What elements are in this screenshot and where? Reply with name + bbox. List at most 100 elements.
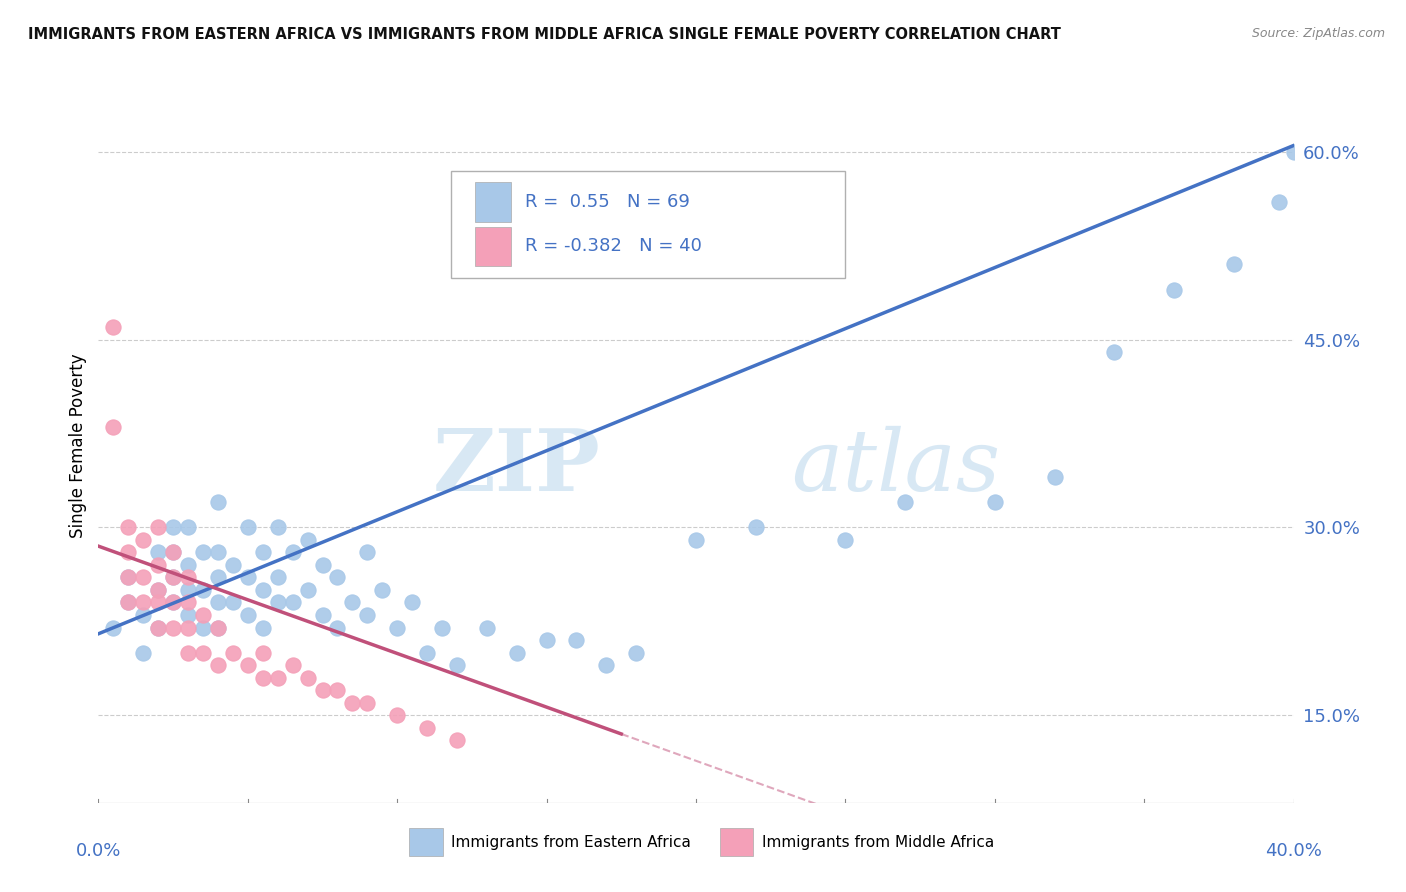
Text: Source: ZipAtlas.com: Source: ZipAtlas.com (1251, 27, 1385, 40)
Point (311, 607, 333, 622)
Point (252, 646, 274, 660)
Point (162, 520, 184, 534)
Point (177, 621, 200, 635)
Point (297, 671, 319, 685)
Point (148, 582, 170, 597)
Point (311, 683, 333, 698)
Point (595, 658, 617, 673)
FancyBboxPatch shape (720, 828, 754, 856)
Point (326, 621, 349, 635)
Point (267, 671, 290, 685)
Text: Immigrants from Middle Africa: Immigrants from Middle Africa (762, 835, 994, 849)
Point (311, 558, 333, 572)
Point (281, 658, 304, 673)
Point (191, 582, 214, 597)
Point (207, 621, 229, 635)
Point (267, 520, 290, 534)
Point (236, 520, 259, 534)
Point (148, 595, 170, 609)
Point (103, 320, 125, 334)
Point (222, 595, 245, 609)
Point (162, 545, 184, 559)
Point (371, 582, 394, 597)
Point (1163, 283, 1185, 297)
FancyBboxPatch shape (475, 182, 510, 221)
Point (191, 545, 214, 559)
Point (132, 607, 155, 622)
Point (177, 570, 200, 584)
Point (894, 495, 917, 509)
Text: ZIP: ZIP (433, 425, 600, 509)
Point (385, 708, 409, 723)
Point (506, 646, 529, 660)
Point (207, 658, 229, 673)
Point (430, 621, 453, 635)
Point (103, 420, 125, 434)
Text: IMMIGRANTS FROM EASTERN AFRICA VS IMMIGRANTS FROM MIDDLE AFRICA SINGLE FEMALE PO: IMMIGRANTS FROM EASTERN AFRICA VS IMMIGR… (28, 27, 1062, 42)
Point (162, 595, 184, 609)
Point (446, 658, 468, 673)
Point (117, 595, 139, 609)
Point (177, 520, 200, 534)
Point (984, 495, 1007, 509)
Point (385, 621, 409, 635)
Point (222, 646, 245, 660)
Point (132, 595, 155, 609)
Point (236, 658, 259, 673)
Point (162, 621, 184, 635)
Point (1104, 345, 1126, 359)
Point (148, 621, 170, 635)
Text: Immigrants from Eastern Africa: Immigrants from Eastern Africa (451, 835, 690, 849)
Point (207, 595, 229, 609)
Point (148, 621, 170, 635)
Point (117, 595, 139, 609)
Point (267, 570, 290, 584)
Point (148, 520, 170, 534)
Point (326, 683, 349, 698)
Point (117, 570, 139, 584)
Point (401, 595, 423, 609)
Point (281, 545, 304, 559)
Point (236, 570, 259, 584)
Point (162, 570, 184, 584)
Point (565, 633, 588, 648)
FancyBboxPatch shape (409, 828, 443, 856)
Point (252, 621, 274, 635)
Point (342, 595, 364, 609)
Point (267, 595, 290, 609)
Point (132, 533, 155, 547)
Point (177, 646, 200, 660)
Point (356, 607, 378, 622)
Point (132, 646, 155, 660)
Point (1282, 145, 1305, 159)
Text: atlas: atlas (792, 426, 1001, 508)
Text: R =  0.55   N = 69: R = 0.55 N = 69 (524, 193, 690, 211)
Point (252, 545, 274, 559)
Point (207, 621, 229, 635)
Point (207, 495, 229, 509)
Point (416, 646, 439, 660)
Point (103, 621, 125, 635)
Point (475, 621, 498, 635)
Point (162, 570, 184, 584)
Point (342, 696, 364, 710)
Point (207, 545, 229, 559)
FancyBboxPatch shape (451, 171, 845, 278)
Point (148, 582, 170, 597)
FancyBboxPatch shape (475, 227, 510, 266)
Point (191, 621, 214, 635)
Point (252, 582, 274, 597)
Point (117, 520, 139, 534)
Point (236, 607, 259, 622)
Point (177, 582, 200, 597)
Point (745, 520, 768, 534)
Point (356, 696, 378, 710)
Point (281, 595, 304, 609)
Point (177, 595, 200, 609)
Point (446, 733, 468, 747)
Point (326, 570, 349, 584)
Point (222, 558, 245, 572)
Point (191, 607, 214, 622)
Point (416, 721, 439, 735)
Y-axis label: Single Female Poverty: Single Female Poverty (69, 354, 87, 538)
